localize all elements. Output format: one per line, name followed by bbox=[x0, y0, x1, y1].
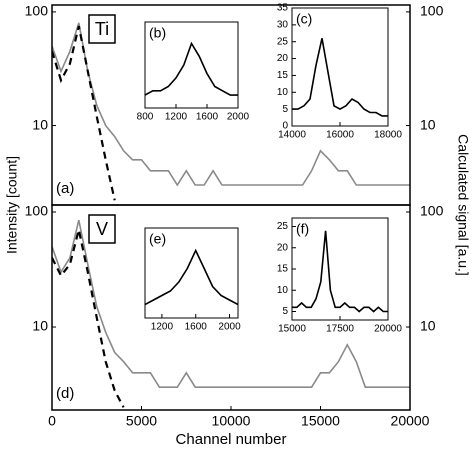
y2-axis-label: Calculated signal [a.u.] bbox=[455, 134, 471, 276]
x-tick-label: 1200 bbox=[151, 322, 174, 333]
y-tick-label: 30 bbox=[277, 19, 289, 30]
spectrum-line bbox=[145, 248, 238, 306]
y-tick-label: 100 bbox=[25, 3, 49, 19]
x-tick-label: 10000 bbox=[212, 413, 251, 429]
panel-label: (f) bbox=[296, 221, 309, 237]
x-axis-label: Channel number bbox=[176, 431, 287, 448]
y-tick-label: 10 bbox=[32, 116, 48, 132]
spectrum-line bbox=[292, 230, 388, 313]
y-tick-label: 5 bbox=[282, 306, 288, 317]
panel-label: (e) bbox=[149, 231, 166, 247]
spectrum-line bbox=[52, 22, 410, 187]
y-tick-label: 20 bbox=[277, 53, 289, 64]
plot-frame bbox=[144, 21, 239, 109]
x-tick-label: 2000 bbox=[218, 322, 241, 333]
x-tick-label: 18000 bbox=[374, 130, 402, 141]
x-tick-label: 20000 bbox=[374, 324, 402, 335]
x-tick-label: 17500 bbox=[326, 324, 354, 335]
calculated-line bbox=[52, 25, 116, 201]
x-tick-label: 0 bbox=[48, 413, 56, 429]
y-tick-label: 25 bbox=[277, 36, 289, 47]
calculated-line bbox=[52, 229, 125, 408]
x-tick-label: 800 bbox=[137, 112, 154, 123]
y-tick-label: 25 bbox=[277, 221, 289, 232]
x-tick-label: 15000 bbox=[301, 413, 340, 429]
element-label: V bbox=[96, 219, 108, 239]
y-tick-label: 35 bbox=[277, 3, 289, 14]
x-tick-label: 15000 bbox=[278, 324, 306, 335]
y-tick-label: 20 bbox=[277, 242, 289, 253]
panel-label: (d) bbox=[56, 385, 74, 402]
panel-label: (c) bbox=[296, 11, 312, 27]
y2-tick-label: 10 bbox=[420, 318, 436, 334]
x-tick-label: 20000 bbox=[391, 413, 430, 429]
element-box bbox=[88, 14, 116, 44]
y-tick-label: 5 bbox=[282, 104, 288, 115]
plot-frame bbox=[144, 227, 239, 319]
x-tick-label: 1200 bbox=[165, 112, 188, 123]
y-tick-label: 15 bbox=[277, 70, 289, 81]
y-tick-label: 10 bbox=[277, 87, 289, 98]
panel-label: (b) bbox=[149, 25, 166, 41]
element-box bbox=[88, 214, 116, 244]
spectrum-line bbox=[145, 41, 238, 96]
y2-tick-label: 100 bbox=[420, 203, 444, 219]
y-tick-label: 10 bbox=[32, 318, 48, 334]
y2-tick-label: 10 bbox=[420, 116, 436, 132]
y-tick-label: 100 bbox=[25, 203, 49, 219]
x-tick-label: 2000 bbox=[227, 112, 250, 123]
y2-tick-label: 100 bbox=[420, 3, 444, 19]
x-tick-label: 16000 bbox=[326, 130, 354, 141]
panel-label: (a) bbox=[56, 180, 74, 197]
spectrum-line bbox=[292, 38, 388, 117]
spectrum-line bbox=[52, 219, 410, 388]
y-tick-label: 10 bbox=[277, 285, 289, 296]
x-tick-label: 14000 bbox=[278, 130, 306, 141]
y-tick-label: 0 bbox=[282, 121, 288, 132]
x-tick-label: 1600 bbox=[196, 112, 219, 123]
y-tick-label: 15 bbox=[277, 264, 289, 275]
x-tick-label: 5000 bbox=[126, 413, 157, 429]
x-tick-label: 1600 bbox=[185, 322, 208, 333]
y-axis-label: Intensity [count] bbox=[4, 156, 20, 254]
element-label: Ti bbox=[95, 19, 109, 39]
